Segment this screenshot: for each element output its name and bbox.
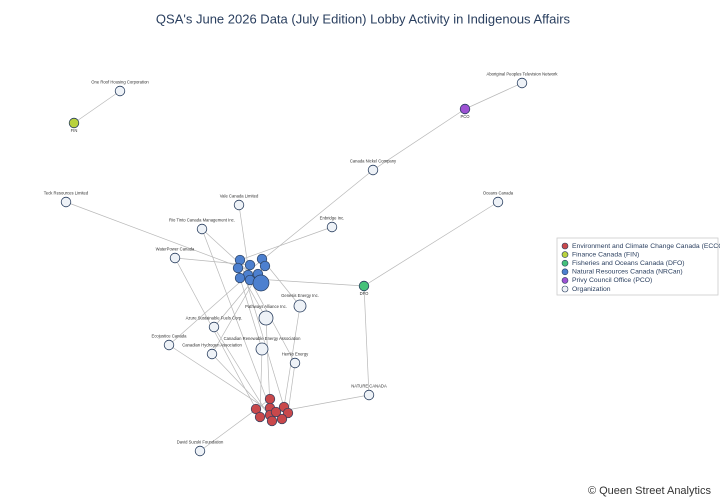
edge: [259, 348, 263, 418]
legend-label: Fisheries and Oceans Canada (DFO): [572, 260, 685, 267]
edge: [265, 317, 271, 409]
eccc-node: [254, 411, 266, 423]
organization-node: [255, 342, 269, 356]
edge: [464, 82, 523, 110]
department-node: [459, 103, 471, 115]
edge: [168, 274, 249, 346]
node-label: Enbridge Inc.: [320, 215, 345, 220]
organization-node: [367, 164, 379, 176]
legend-swatch: [561, 285, 569, 293]
organization-node: [516, 77, 528, 89]
legend-label: Natural Resources Canada (NRCan): [572, 269, 683, 276]
edge: [239, 226, 333, 261]
legend-box: [556, 237, 719, 296]
edge: [213, 326, 273, 422]
legend-label: Finance Canada (FIN): [572, 251, 639, 258]
node-label: Pathways Alliance Inc.: [245, 304, 287, 309]
legend-label: Environment and Climate Change Canada (E…: [572, 243, 720, 250]
organization-node: [492, 196, 504, 208]
node-label: Rio Tinto Canada Management Inc.: [169, 217, 235, 222]
node-label: WaterPower Canada: [156, 246, 195, 251]
edge: [287, 362, 296, 414]
edge: [65, 201, 259, 275]
node-label: Ecojustice Canada: [152, 333, 188, 338]
department-node: [68, 117, 80, 129]
legend-swatch: [561, 251, 569, 258]
node-label: Oceans Canada: [483, 190, 514, 195]
organization-node: [326, 221, 338, 233]
node-label: NATURE CANADA: [351, 383, 387, 388]
edge: [239, 277, 263, 350]
organization-node: [363, 389, 375, 401]
legend-swatch: [561, 277, 569, 284]
node-label: DFO: [360, 291, 370, 296]
edge: [239, 259, 285, 408]
eccc-node: [276, 413, 288, 425]
organization-node: [114, 85, 126, 97]
nrcan-node: [234, 272, 246, 284]
title: QSA's June 2026 Data (July Edition) Lobb…: [156, 11, 571, 26]
edge: [174, 257, 257, 410]
node-label: Azure Sustainable Fuels Corp.: [186, 315, 243, 320]
edge: [372, 108, 466, 171]
node-label: David Suzuki Foundation: [177, 439, 224, 444]
edge: [73, 90, 121, 124]
legend-swatch: [561, 268, 569, 276]
organization-node: [233, 199, 245, 211]
nrcan-node: [259, 260, 271, 272]
node-label: PCO: [460, 114, 470, 119]
edge: [363, 201, 499, 287]
legend-swatch: [561, 259, 569, 267]
node-label: Teck Resources Limited: [44, 190, 89, 195]
edge: [168, 344, 283, 420]
node-label: One Roof Housing Corporation: [91, 79, 149, 84]
organization-node: [293, 299, 307, 313]
node-label: Hemlo Energy: [282, 351, 309, 356]
eccc-node: [270, 406, 282, 418]
organization-node: [169, 252, 181, 264]
node-label: Canadian Hydrogen Association: [182, 342, 242, 347]
organization-node: [163, 339, 175, 351]
edge: [201, 228, 271, 409]
node-label: Canada Nickel Company: [350, 158, 397, 163]
node-label: Aboriginal Peoples Television Network: [487, 71, 559, 76]
organization-node: [208, 321, 220, 333]
edge: [363, 285, 370, 396]
eccc-node: [264, 393, 276, 405]
footer: © Queen Street Analytics: [588, 485, 712, 497]
edge: [275, 394, 370, 413]
nrcan-node: [244, 259, 256, 271]
legend-swatch: [561, 242, 569, 250]
legend: Environment and Climate Change Canada (E…: [561, 242, 720, 293]
legend-label: Privy Council Office (PCO): [572, 277, 652, 284]
eccc-node: [266, 415, 278, 427]
edge: [283, 305, 301, 408]
organization-node: [194, 445, 206, 457]
node-label: Vale Canada Limited: [220, 193, 259, 198]
nrcan-node: [252, 274, 270, 292]
nodes: One Roof Housing Corporation Aboriginal P…: [44, 71, 559, 457]
organization-node: [258, 310, 274, 326]
organization-node: [196, 223, 208, 235]
node-label: Canadian Renewable Energy Association: [224, 336, 301, 341]
node-label: Genesis Energy Inc.: [281, 293, 319, 298]
department-node: [358, 280, 370, 292]
legend-label: Organization: [572, 286, 611, 293]
organization-node: [60, 196, 72, 208]
organization-node: [289, 357, 301, 369]
organization-node: [206, 348, 218, 360]
nrcan-node: [232, 262, 244, 274]
node-label: FIN: [71, 128, 78, 133]
edges: [65, 82, 523, 452]
